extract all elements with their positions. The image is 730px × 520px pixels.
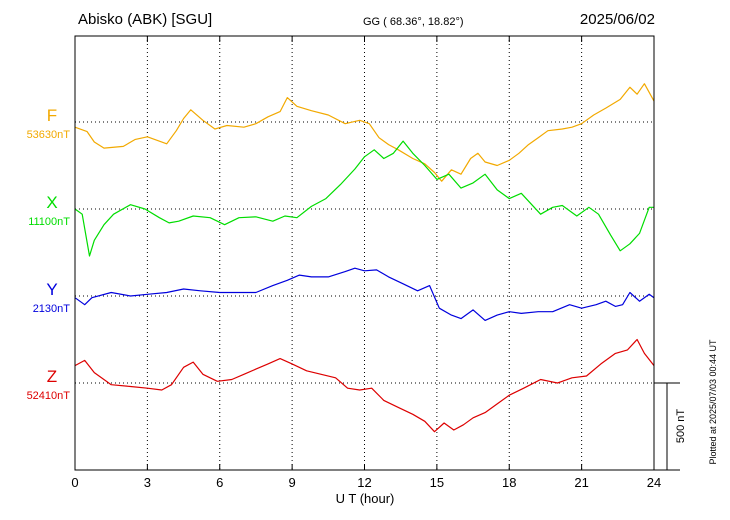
series-baseline-f: 53630nT [27,129,71,141]
x-tick-label: 21 [574,475,588,490]
series-name-z: Z [47,367,57,386]
station-title: Abisko (ABK) [SGU] [78,11,212,28]
series-line-f [74,83,655,182]
x-tick-label: 15 [430,475,444,490]
series-line-y [74,267,655,321]
series-labels: F 53630nT X 11100nT Y 2130nT Z 52410nT [27,106,71,402]
date-label: 2025/06/02 [580,11,655,28]
x-tick-label: 6 [216,475,223,490]
series-baseline-z: 52410nT [27,390,71,402]
scale-bar-label: 500 nT [675,409,687,444]
x-tick-label: 12 [357,475,371,490]
series-name-f: F [47,106,57,125]
scale-bar: 500 nT [654,382,687,471]
series-lines [74,83,655,433]
plotted-note: Plotted at 2025/07/03 00:44 UT [708,339,718,465]
x-tick-label: 3 [144,475,151,490]
x-tick-label: 24 [647,475,661,490]
series-baseline-y: 2130nT [33,303,71,315]
series-baseline-x: 11100nT [28,216,70,228]
x-tick-label: 0 [71,475,78,490]
series-name-y: Y [46,280,57,299]
x-tick-label: 9 [289,475,296,490]
x-ticks: 0 3 6 9 12 15 18 21 24 [71,36,661,490]
series-line-x [74,140,654,257]
series-name-x: X [46,193,57,212]
station-coords: GG ( 68.36°, 18.82°) [363,16,464,28]
x-axis-label: U T (hour) [336,491,395,506]
x-tick-label: 18 [502,475,516,490]
series-line-z [74,338,655,433]
grid-lines [75,36,654,470]
